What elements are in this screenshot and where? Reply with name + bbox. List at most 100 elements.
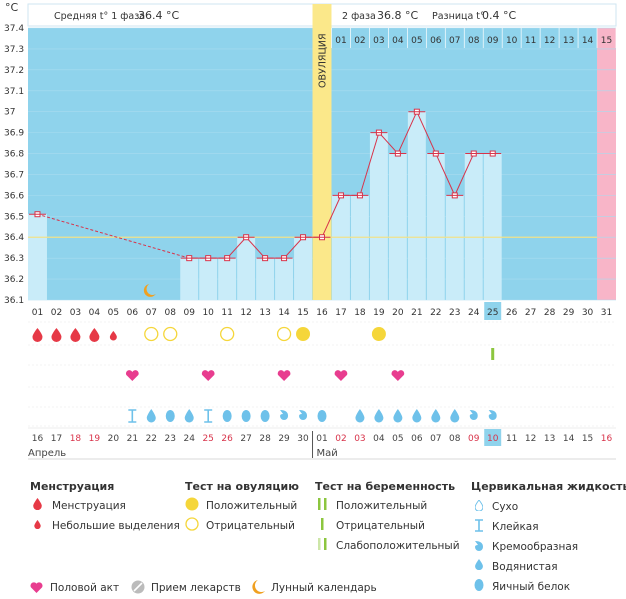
legend-cervical-title: Цервикальная жидкость	[471, 480, 626, 493]
legend-cervical-sticky: Клейкая	[492, 521, 539, 533]
temp-bar	[350, 195, 369, 300]
temp-line-segment	[435, 153, 456, 196]
legend-intercourse: Половой акт	[50, 582, 119, 594]
pregnancy-positive-icon-bar	[324, 498, 327, 510]
ovulation-positive-icon	[185, 497, 199, 511]
legend-lunar: Лунный календарь	[271, 582, 377, 594]
phase2-header-strip	[331, 28, 616, 48]
calendar-date-label: 15	[582, 434, 593, 444]
menstruation-drop-icon	[32, 328, 43, 342]
cervical-eggwhite-icon	[474, 579, 484, 591]
temp-bar	[483, 153, 502, 300]
calendar-date-label: 29	[278, 434, 290, 444]
x-tick-label: 30	[582, 308, 594, 318]
temp-bar	[199, 258, 218, 300]
y-tick-label: 36.9	[4, 129, 24, 139]
x-tick-label: 21	[411, 308, 422, 318]
x-tick-label: 18	[354, 308, 366, 318]
temp-line-segment	[454, 153, 475, 196]
cervical-watery-icon	[412, 409, 422, 423]
cervical-watery-icon	[374, 409, 384, 423]
temp-line-segment	[245, 236, 266, 259]
x-tick-label: 23	[449, 308, 460, 318]
temp-line-segment	[283, 236, 304, 259]
ovulation-label: ОВУЛЯЦИЯ	[318, 33, 329, 88]
legend-ovulation-positive: Положительный	[206, 500, 297, 512]
x-tick-label: 04	[89, 308, 101, 318]
calendar-date-label: 27	[240, 434, 251, 444]
x-tick-label: 31	[601, 308, 612, 318]
pregnancy-test-icon	[491, 348, 495, 360]
x-tick-label: 19	[373, 308, 385, 318]
x-tick-label: 10	[202, 308, 214, 318]
x-tick-label: 16	[316, 308, 328, 318]
temp-bar	[369, 132, 388, 300]
cervical-dry-icon	[475, 500, 483, 511]
x-tick-label: 20	[392, 308, 404, 318]
phase1-avg-value: 36.4 °C	[138, 9, 179, 22]
calendar-date-label: 05	[392, 434, 403, 444]
x-tick-label: 03	[70, 308, 81, 318]
x-tick-label: 22	[430, 308, 441, 318]
calendar-date-label: 06	[411, 434, 423, 444]
spotting-icon	[34, 520, 41, 529]
legend: Менструация Менструация Небольшие выделе…	[30, 480, 626, 594]
diff-label: Разница t°	[432, 11, 485, 22]
x-tick-label: 02	[51, 308, 62, 318]
calendar-date-label: 16	[601, 434, 613, 444]
ovulation-negative-icon	[185, 517, 199, 531]
calendar-date-label: 16	[32, 434, 44, 444]
ovulation-test-positive-icon	[296, 327, 311, 341]
temp-line-segment	[321, 195, 342, 238]
cervical-sticky-icon	[204, 409, 213, 423]
x-tick-label: 28	[544, 308, 556, 318]
y-tick-label: 36.7	[4, 170, 24, 180]
x-tick-label: 29	[563, 308, 575, 318]
menstruation-drop-icon	[89, 328, 100, 342]
temp-bar	[294, 237, 313, 300]
x-tick-label: 01	[32, 308, 43, 318]
legend-medication: Прием лекарств	[151, 582, 241, 594]
legend-menstruation-item: Менструация	[52, 500, 126, 512]
phase2-day-label: 03	[373, 36, 384, 46]
phase2-day-label: 02	[354, 36, 365, 46]
calendar-date-label: 18	[70, 434, 82, 444]
legend-ovulation-negative: Отрицательный	[206, 520, 295, 532]
y-tick-label: 37	[4, 108, 15, 118]
calendar-date-label: 22	[146, 434, 157, 444]
legend-ovulation-title: Тест на овуляцию	[185, 480, 299, 493]
intercourse-heart-icon	[201, 370, 215, 381]
phase2-day-label: 13	[563, 36, 574, 46]
ovulation-test-negative-icon	[220, 326, 235, 342]
cervical-eggwhite-icon	[165, 410, 175, 422]
cervical-watery-icon	[475, 559, 483, 570]
phase2-avg-value: 36.8 °C	[377, 9, 418, 22]
calendar-date-label: 25	[202, 434, 213, 444]
phase2-day-label: 12	[544, 36, 555, 46]
menstruation-icon	[33, 498, 42, 510]
calendar-date-label: 12	[525, 434, 536, 444]
x-tick-label: 24	[468, 308, 480, 318]
temp-bar	[388, 153, 407, 300]
y-tick-label: 37.1	[4, 87, 24, 97]
temp-bar	[407, 111, 426, 300]
intercourse-heart-icon	[30, 582, 43, 593]
y-tick-label: 36.3	[4, 254, 24, 264]
phase2-day-label: 05	[411, 36, 422, 46]
temp-bar	[331, 195, 350, 300]
x-tick-label: 15	[297, 308, 308, 318]
calendar-date-label: 07	[430, 434, 441, 444]
diff-value: 0.4 °C	[482, 9, 516, 22]
calendar-date-label: 11	[506, 434, 517, 444]
pregnancy-positive-icon	[318, 498, 321, 510]
cervical-eggwhite-icon	[317, 410, 327, 422]
cervical-watery-icon	[146, 409, 156, 423]
calendar-date-label: 20	[108, 434, 120, 444]
y-tick-label: 36.4	[4, 233, 24, 243]
phase2-day-label: 14	[582, 36, 594, 46]
x-tick-label: 11	[221, 308, 232, 318]
temp-bar	[445, 195, 464, 300]
cervical-watery-icon	[393, 409, 403, 423]
temp-bar	[28, 214, 47, 300]
